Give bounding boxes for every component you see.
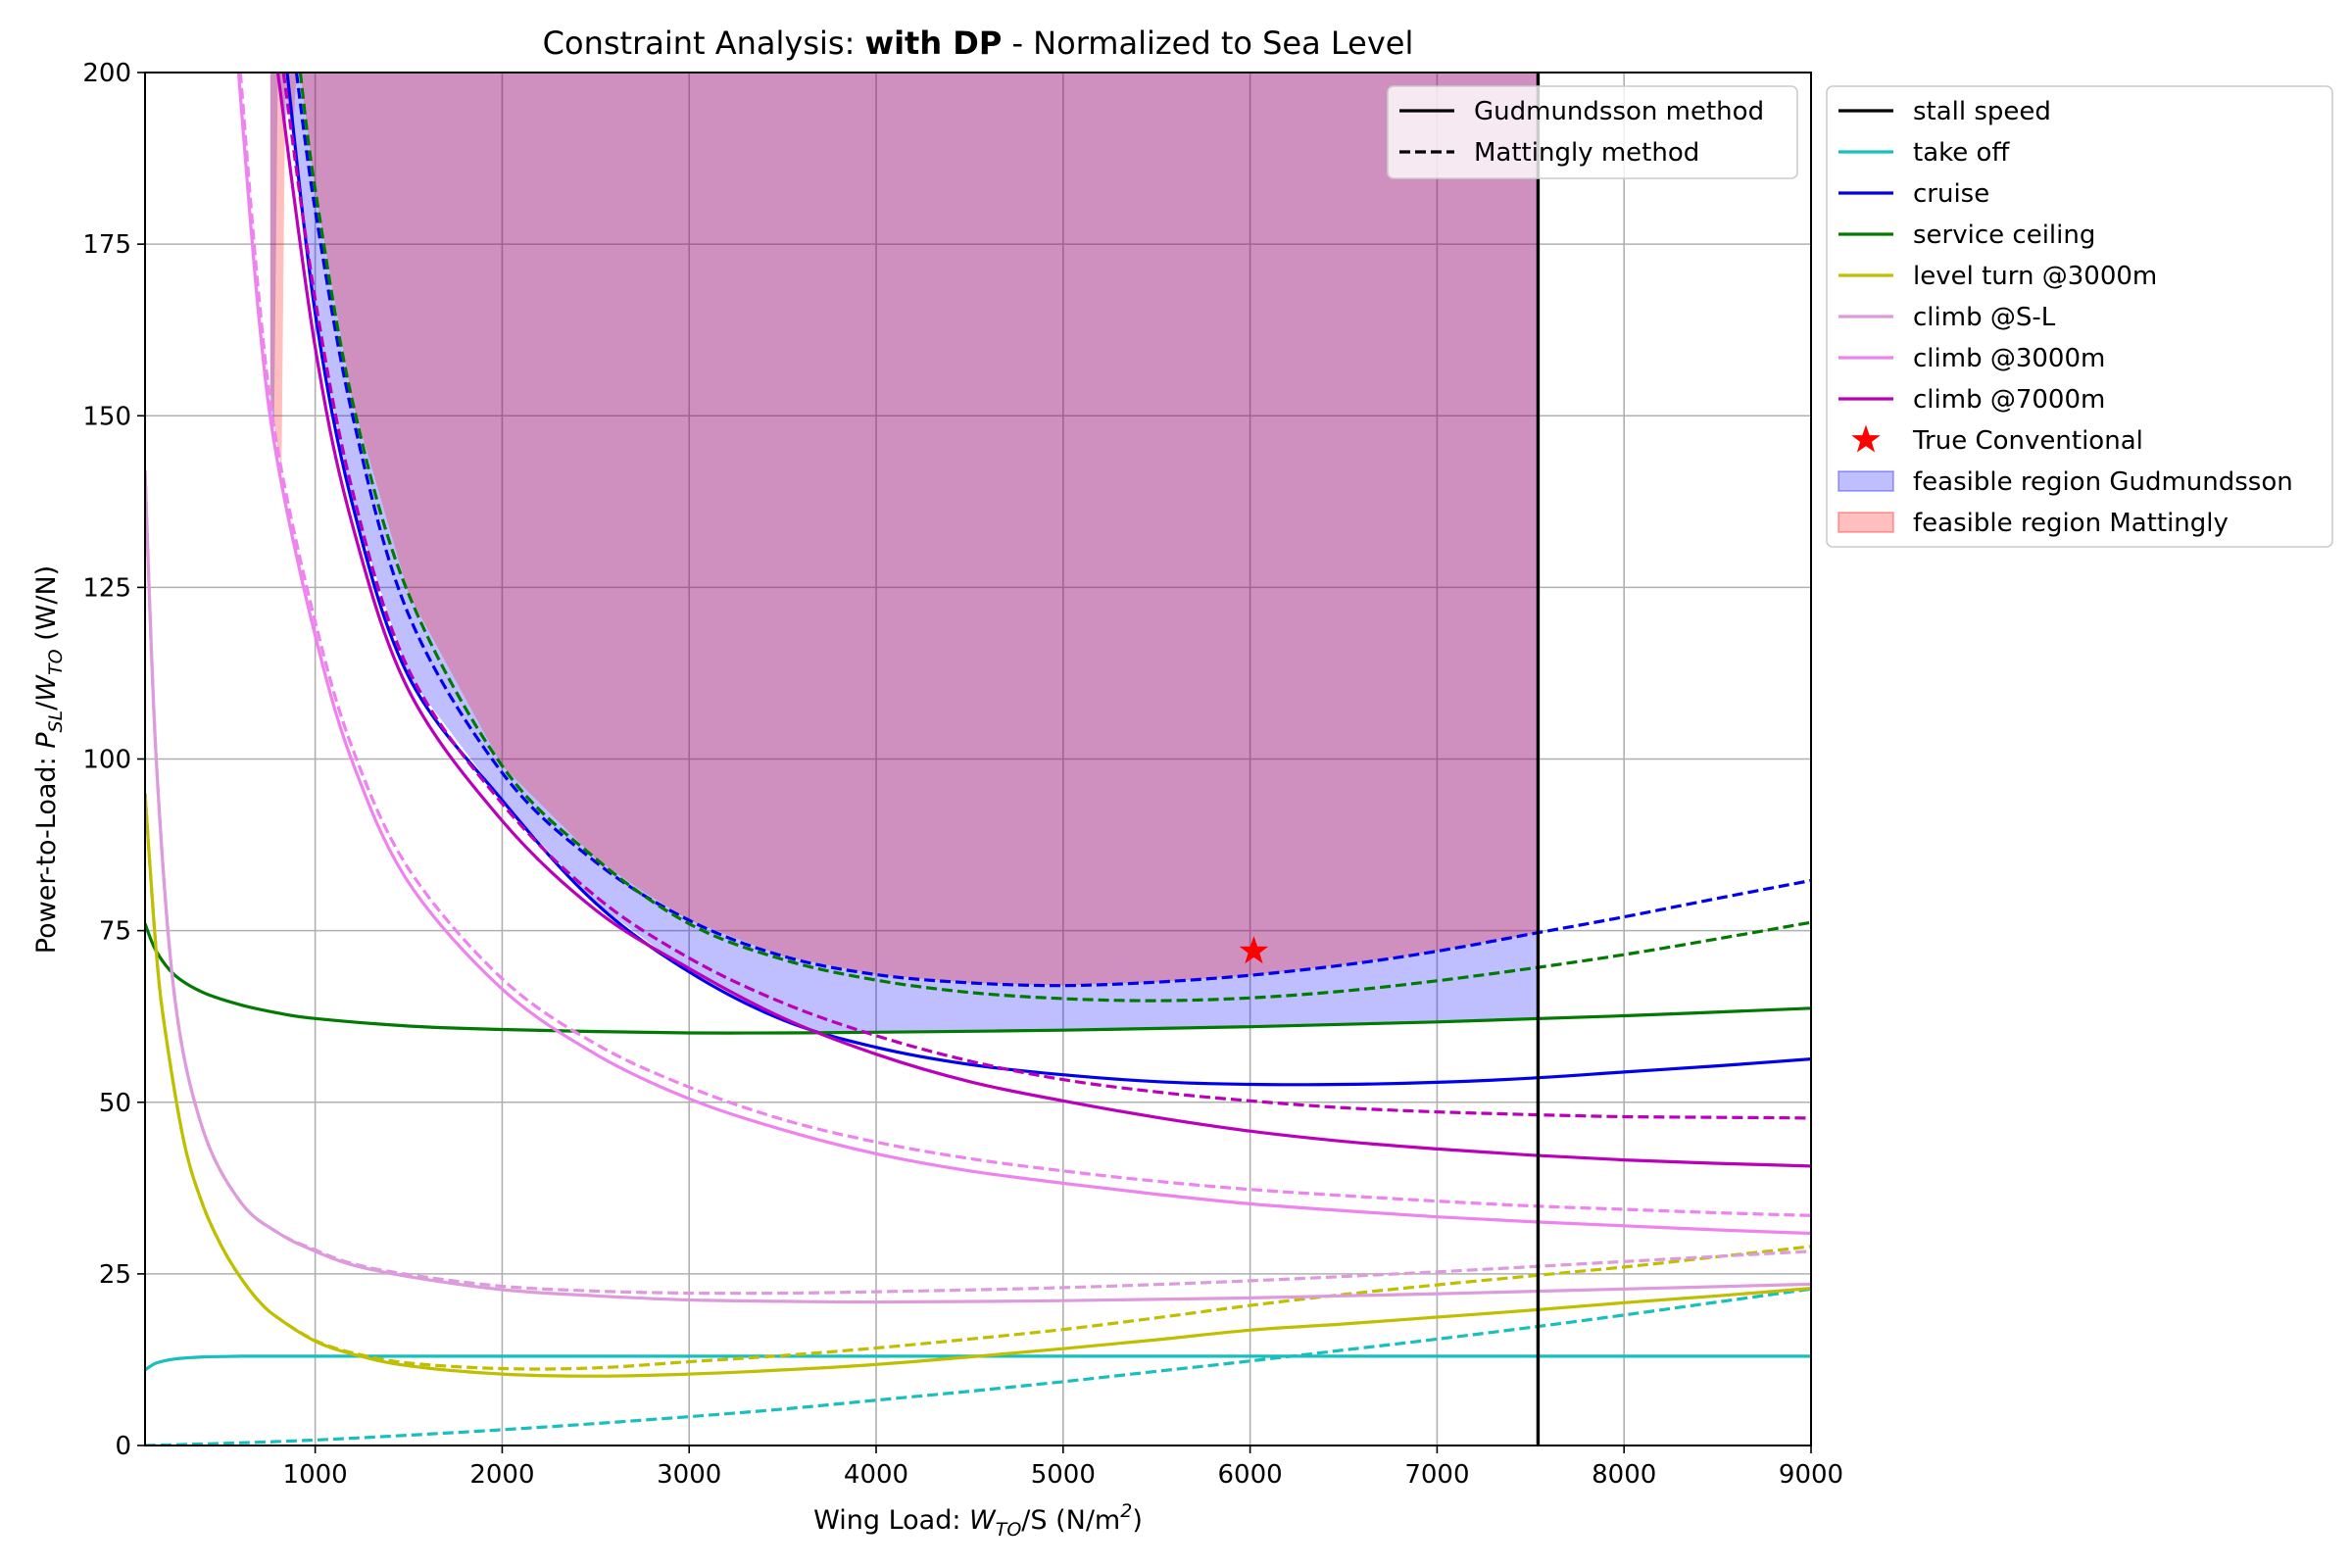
legend-label-climb-3000m: climb @3000m [1913, 344, 2105, 373]
x-tick-label: 3000 [657, 1460, 721, 1490]
feasible-regions [270, 73, 1539, 1033]
legend-label-cruise: cruise [1913, 179, 1989, 209]
feasible-region-mattingly [270, 73, 1539, 986]
series-level-turn-3000m-mattingly [145, 793, 1811, 1371]
series-legend-box [1826, 85, 2333, 548]
chart-title-bold: with DP [865, 24, 1003, 62]
series-climb-s-l-mattingly [145, 470, 1811, 1296]
legend-swatch-feasible-region-gudmundsson [1838, 470, 1894, 492]
legend-label-stall-speed: stall speed [1913, 97, 2051, 126]
style-legend: Gudmundsson method Mattingly method [1387, 85, 1798, 179]
series-climb-7000m-mattingly [281, 73, 1811, 1120]
series-legend: stall speed take off cruise service ceiling… [1826, 85, 2333, 548]
y-tick-label: 175 [82, 230, 131, 260]
legend-label-feasible-region-mattingly: feasible region Mattingly [1913, 509, 2229, 538]
legend-label-level-turn-3000m: level turn @3000m [1913, 262, 2157, 291]
y-tick-label: 150 [82, 402, 131, 431]
y-tick-label: 75 [99, 917, 131, 947]
x-axis-label: Wing Load: WTO/S (N/m2) [813, 1500, 1143, 1541]
legend-label-take-off: take off [1913, 138, 2010, 168]
series-lines [145, 73, 1811, 1446]
series-climb-7000m-gudmundsson [275, 73, 1811, 1168]
legend-label-service-ceiling: service ceiling [1913, 220, 2095, 250]
style-legend-box [1387, 85, 1798, 179]
y-tick-label: 100 [82, 746, 131, 775]
y-tick-label: 125 [82, 573, 131, 603]
axis-ticks: 1000 2000 3000 4000 5000 6000 7000 8000 9000 0 25 5… [82, 59, 1843, 1490]
legend-label-climb-s-l: climb @S-L [1913, 303, 2056, 332]
series-climb-3000m-mattingly [238, 73, 1811, 1217]
y-tick-label: 200 [82, 59, 131, 88]
legend-swatch-feasible-region-mattingly [1838, 512, 1894, 533]
chart-title-suffix: - Normalized to Sea Level [1002, 24, 1413, 62]
x-tick-label: 6000 [1218, 1460, 1283, 1490]
x-tick-label: 9000 [1779, 1460, 1843, 1490]
y-axis-label: Power-to-Load: PSL/WTO (W/N) [31, 565, 67, 954]
design-point-group [1239, 936, 1269, 964]
x-tick-label: 7000 [1404, 1460, 1469, 1490]
y-tick-label: 0 [115, 1432, 131, 1461]
series-cruise-mattingly [294, 73, 1811, 988]
x-tick-label: 2000 [469, 1460, 534, 1490]
series-service-ceiling-gudmundsson [145, 923, 1811, 1035]
series-service-ceiling-mattingly [298, 73, 1811, 1003]
design-point-star [1239, 936, 1269, 964]
chart-title-prefix: Constraint Analysis: [543, 24, 865, 62]
legend-swatch-true-conventional [1851, 424, 1881, 453]
style-legend-label: Gudmundsson method [1474, 97, 1764, 126]
y-tick-label: 50 [99, 1089, 131, 1118]
legend-label-feasible-region-gudmundsson: feasible region Gudmundsson [1913, 467, 2293, 497]
legend-label-true-conventional: True Conventional [1912, 426, 2143, 456]
series-take-off-gudmundsson [145, 1354, 1811, 1372]
y-tick-label: 25 [99, 1260, 131, 1290]
x-tick-label: 1000 [283, 1460, 348, 1490]
legend-label-climb-7000m: climb @7000m [1913, 385, 2105, 415]
x-tick-label: 4000 [844, 1460, 908, 1490]
series-cruise-gudmundsson [285, 73, 1811, 1087]
feasible-region-gudmundsson [270, 73, 1539, 1033]
chart-title: Constraint Analysis: with DP - Normalize… [543, 24, 1414, 62]
x-tick-label: 8000 [1592, 1460, 1656, 1490]
series-climb-3000m-gudmundsson [236, 73, 1811, 1236]
x-tick-label: 5000 [1031, 1460, 1096, 1490]
style-legend-label: Mattingly method [1474, 138, 1699, 168]
